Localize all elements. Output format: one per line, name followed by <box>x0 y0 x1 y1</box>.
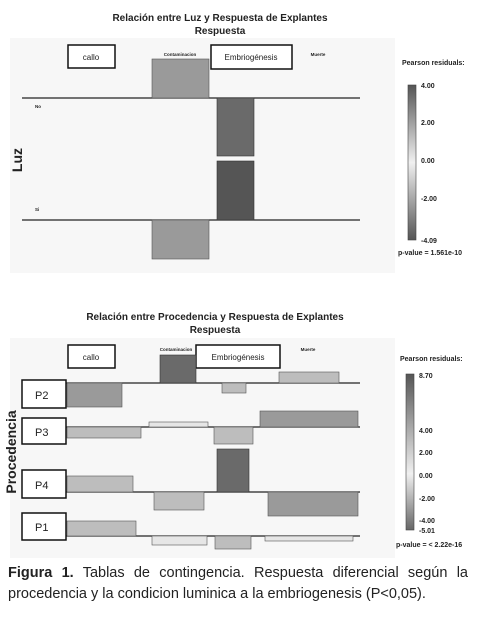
residual-bar <box>213 426 254 445</box>
column-label: Contaminacion <box>160 347 193 352</box>
column-box <box>67 44 116 69</box>
residual-bar <box>259 410 359 428</box>
residual-bar <box>221 382 247 394</box>
row-label: P2 <box>35 390 48 402</box>
row-box <box>21 379 67 409</box>
column-label: Muerte <box>301 347 316 352</box>
column-label: Contaminacion <box>164 52 197 57</box>
row-label: Si <box>35 207 39 212</box>
legend-title: Pearson residuals: <box>400 356 463 363</box>
legend-tick-label: 2.00 <box>421 120 435 127</box>
legend-tick-label: 4.00 <box>419 428 433 435</box>
residual-bar <box>151 535 208 546</box>
row-label: P1 <box>35 522 48 534</box>
legend-tick-label: -4.09 <box>421 238 437 245</box>
residual-bar <box>66 520 137 537</box>
column-label: callo <box>83 353 100 362</box>
column-label: callo <box>83 53 100 62</box>
residual-bar <box>216 160 255 221</box>
row-box <box>21 417 67 445</box>
p-value: p-value = < 2.22e-16 <box>396 542 462 549</box>
column-label: Embriogénesis <box>212 353 265 362</box>
legend-tick-label: -4.00 <box>419 518 435 525</box>
residual-bar <box>159 354 197 384</box>
residual-bar <box>216 448 250 493</box>
plot-title: Relación entre Luz y Respuesta de Explan… <box>112 13 328 24</box>
plot-title: Relación entre Procedencia y Respuesta d… <box>86 312 344 323</box>
residual-bar <box>151 58 210 99</box>
legend-tick-label: 4.00 <box>421 83 435 90</box>
residual-bar <box>66 382 123 408</box>
residual-bar <box>216 97 255 157</box>
legend-tick-label: -2.00 <box>421 196 437 203</box>
legend-tick-label: 2.00 <box>419 450 433 457</box>
legend-tick-label: 0.00 <box>421 158 435 165</box>
p-value: p-value = 1.561e-10 <box>398 250 462 257</box>
residual-bar <box>66 475 134 493</box>
residual-bar <box>153 491 205 511</box>
plot-subtitle: Respuesta <box>190 325 241 336</box>
plot-subtitle: Respuesta <box>195 26 246 37</box>
figure: Relación entre Luz y Respuesta de Explan… <box>3 13 465 550</box>
row-label: P4 <box>35 480 48 492</box>
legend-title: Pearson residuals: <box>402 60 465 67</box>
column-label: Muerte <box>311 52 326 57</box>
column-box <box>67 344 116 369</box>
color-bar <box>405 373 415 531</box>
legend-tick-label: 0.00 <box>419 473 433 480</box>
row-label: No <box>35 104 41 109</box>
color-bar <box>407 84 417 241</box>
row-box <box>21 469 67 499</box>
caption: Figura 1. Tablas de contingencia. Respue… <box>8 563 468 605</box>
legend-tick-label: 8.70 <box>419 373 433 380</box>
row-label: P3 <box>35 427 48 439</box>
residual-bar <box>264 535 354 542</box>
row-variable: Procedencia <box>3 410 19 493</box>
residual-bar <box>66 426 142 439</box>
legend-ticks: 4.00 2.00 0.00 -2.00 -4.09 <box>421 83 437 245</box>
residual-bar <box>267 491 359 517</box>
residual-bar <box>214 535 252 550</box>
legend-ticks: 8.70 4.00 2.00 0.00 -2.00 -4.00 -5.01 <box>419 373 435 535</box>
legend-tick-label: -2.00 <box>419 496 435 503</box>
row-variable: Luz <box>9 148 25 172</box>
row-box <box>21 512 67 541</box>
legend-tick-label: -5.01 <box>419 528 435 535</box>
caption-text: Tablas de contingencia. Respuesta difere… <box>8 565 468 602</box>
caption-label: Figura 1. <box>8 565 74 581</box>
column-box <box>210 44 293 70</box>
residual-bar <box>148 421 209 428</box>
column-label: Embriogénesis <box>225 53 278 62</box>
residual-bar <box>151 219 210 260</box>
residual-bar <box>278 371 340 384</box>
